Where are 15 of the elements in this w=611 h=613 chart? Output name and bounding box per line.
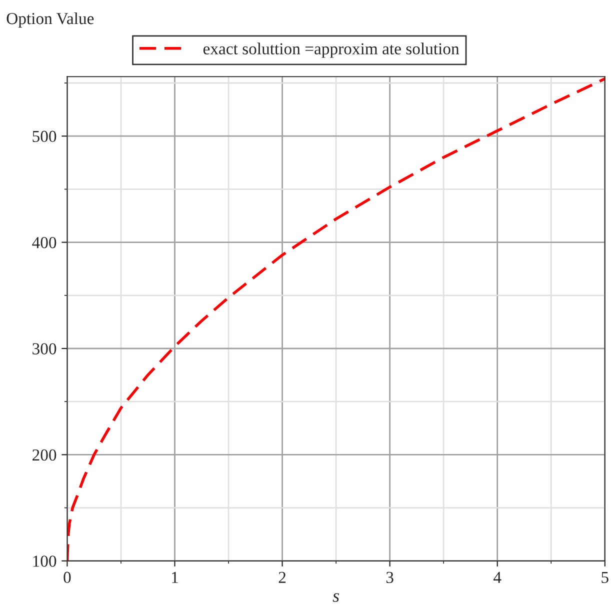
y-tick-label: 400 xyxy=(32,236,56,248)
x-tick-label: 3 xyxy=(386,572,394,584)
legend-label: exact soluttion =approxim ate solution xyxy=(203,42,460,58)
y-axis-title: Option Value xyxy=(6,12,94,28)
x-tick-label: 0 xyxy=(64,572,71,584)
x-tick-label: 1 xyxy=(172,572,178,583)
y-tick-label: 300 xyxy=(32,343,56,354)
x-axis-title: s xyxy=(332,593,340,602)
x-tick-label: 5 xyxy=(602,572,608,584)
line-series xyxy=(67,77,605,561)
x-tick-label: 4 xyxy=(494,572,502,583)
y-tick-label: 200 xyxy=(32,449,56,461)
x-tick-label: 2 xyxy=(278,572,286,583)
y-tick-label: 500 xyxy=(32,130,56,142)
y-tick-label: 100 xyxy=(33,556,56,567)
